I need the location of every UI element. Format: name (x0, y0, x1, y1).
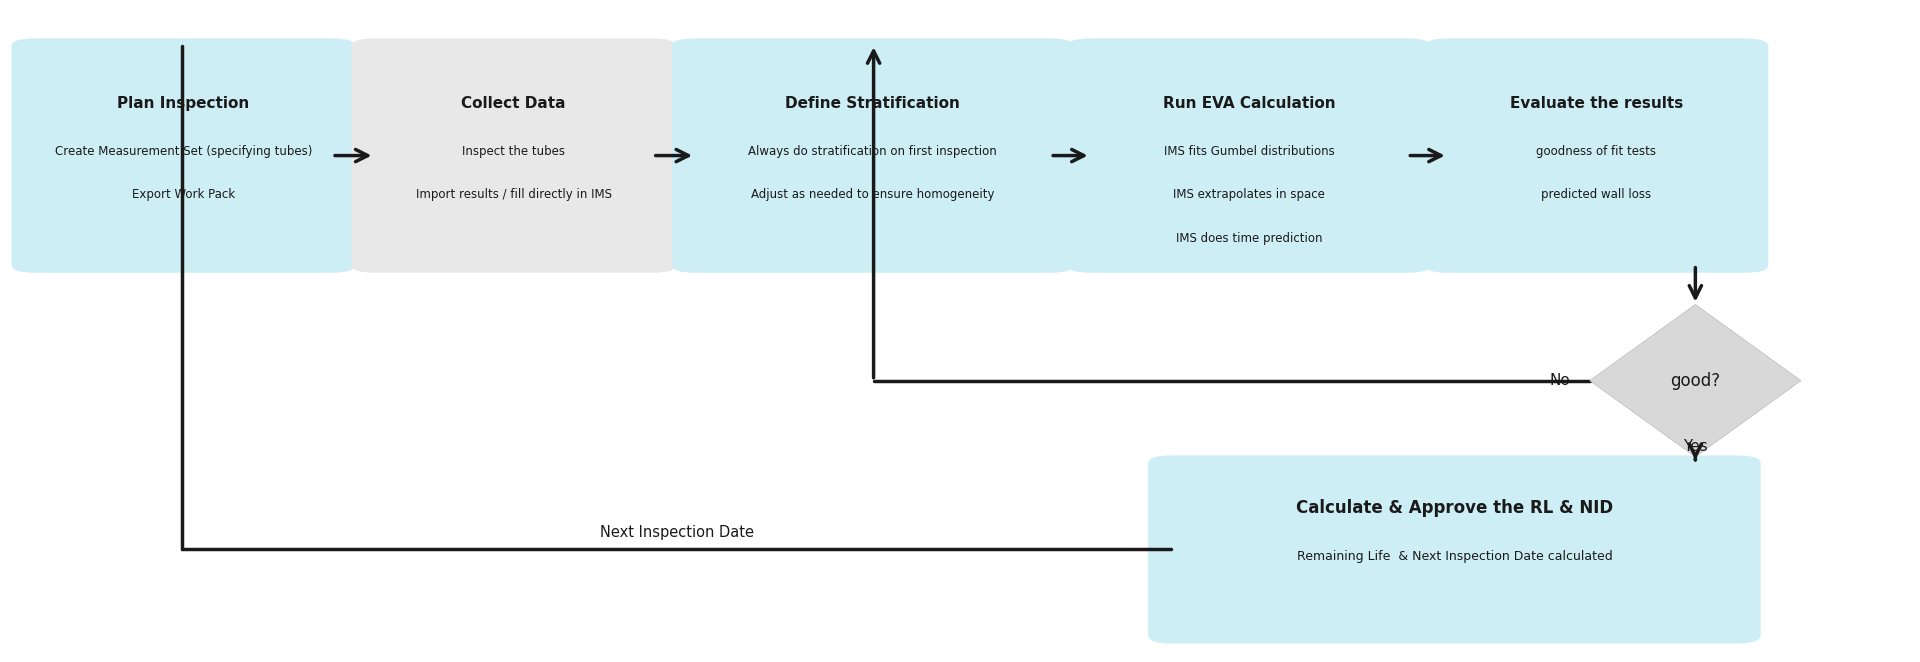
Text: good?: good? (1670, 371, 1720, 390)
Text: Evaluate the results: Evaluate the results (1509, 95, 1684, 111)
Text: Adjust as needed to ensure homogeneity: Adjust as needed to ensure homogeneity (751, 189, 995, 201)
Text: goodness of fit tests: goodness of fit tests (1536, 145, 1657, 158)
Text: Import results / fill directly in IMS: Import results / fill directly in IMS (415, 189, 612, 201)
FancyBboxPatch shape (1148, 455, 1761, 643)
Text: Always do stratification on first inspection: Always do stratification on first inspec… (749, 145, 996, 158)
Text: Yes: Yes (1684, 440, 1707, 454)
Text: Export Work Pack: Export Work Pack (132, 189, 234, 201)
Text: IMS extrapolates in space: IMS extrapolates in space (1173, 189, 1325, 201)
FancyBboxPatch shape (1425, 38, 1768, 273)
Text: Calculate & Approve the RL & NID: Calculate & Approve the RL & NID (1296, 499, 1613, 517)
Text: Next Inspection Date: Next Inspection Date (599, 524, 755, 540)
Text: predicted wall loss: predicted wall loss (1542, 189, 1651, 201)
Text: Collect Data: Collect Data (461, 95, 566, 111)
Text: No: No (1549, 373, 1571, 388)
FancyBboxPatch shape (672, 38, 1073, 273)
Text: Create Measurement Set (specifying tubes): Create Measurement Set (specifying tubes… (54, 145, 313, 158)
Text: IMS does time prediction: IMS does time prediction (1175, 232, 1323, 245)
Text: Inspect the tubes: Inspect the tubes (463, 145, 564, 158)
Polygon shape (1590, 305, 1801, 457)
Text: Run EVA Calculation: Run EVA Calculation (1164, 95, 1334, 111)
Text: IMS fits Gumbel distributions: IMS fits Gumbel distributions (1164, 145, 1334, 158)
Text: Define Stratification: Define Stratification (785, 95, 960, 111)
FancyBboxPatch shape (12, 38, 355, 273)
FancyBboxPatch shape (1068, 38, 1430, 273)
FancyBboxPatch shape (351, 38, 676, 273)
Text: Plan Inspection: Plan Inspection (117, 95, 250, 111)
Text: Remaining Life  & Next Inspection Date calculated: Remaining Life & Next Inspection Date ca… (1296, 550, 1613, 563)
